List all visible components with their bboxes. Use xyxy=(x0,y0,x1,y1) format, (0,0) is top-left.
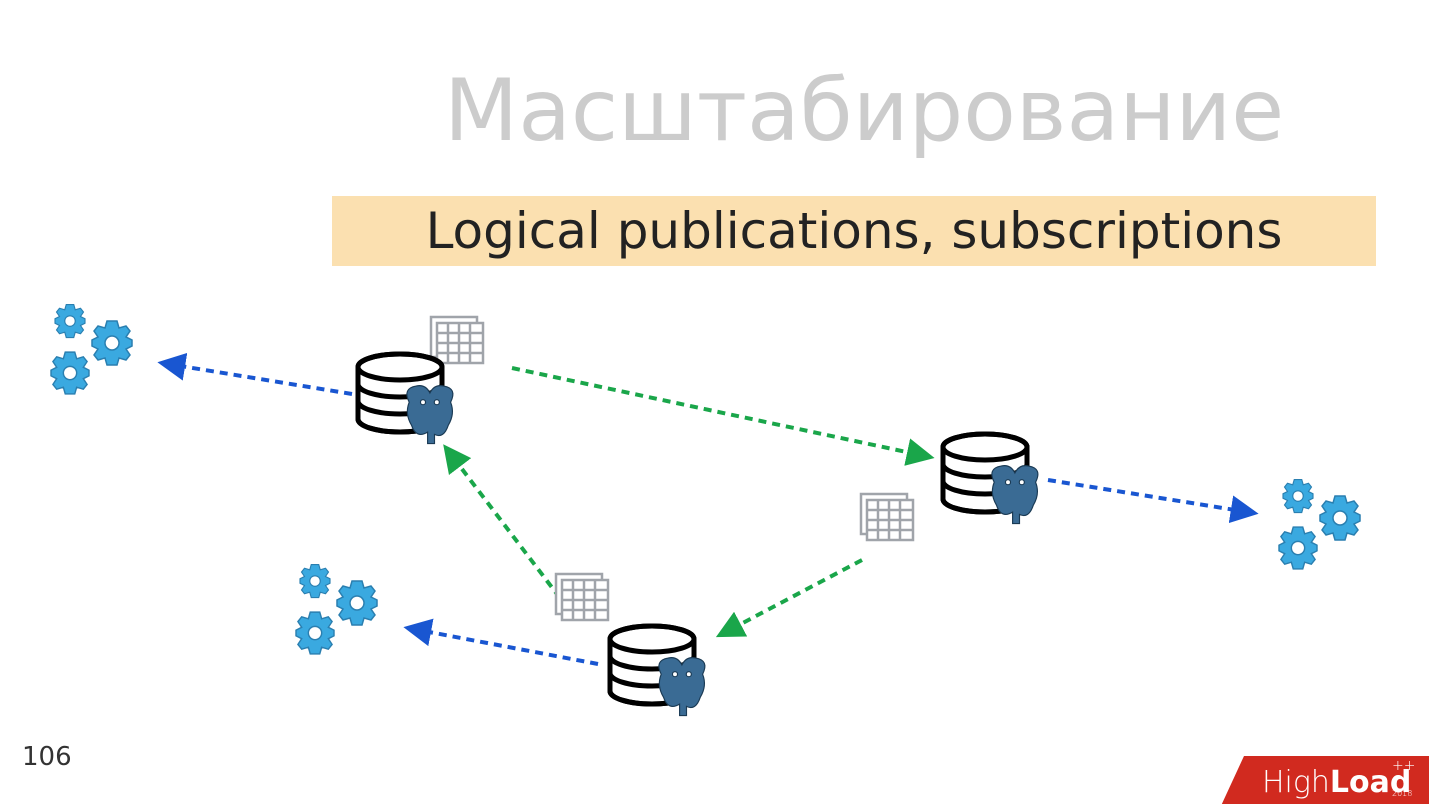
tbl-top xyxy=(431,317,483,363)
nodes-layer xyxy=(51,305,1360,716)
postgres-elephant-icon xyxy=(659,658,705,716)
gear-icon xyxy=(92,321,132,365)
edge-tbl-top-db-right xyxy=(512,368,930,457)
db-right xyxy=(943,434,1038,524)
page-number: 106 xyxy=(22,742,72,772)
gear-icon xyxy=(51,352,89,394)
highload-logo: HighLoad ++ 2018 xyxy=(1220,752,1429,804)
tbl-right xyxy=(861,494,913,540)
gears-bl xyxy=(296,565,377,654)
edge-tbl-bottom-db-top xyxy=(446,448,560,598)
logo-suffix: ++ xyxy=(1392,758,1415,774)
gear-icon xyxy=(296,612,334,654)
logo-year: 2018 xyxy=(1392,789,1412,798)
logo-text: HighLoad xyxy=(1262,765,1411,800)
diagram-canvas xyxy=(0,0,1429,804)
gear-icon xyxy=(1283,480,1313,513)
gear-icon xyxy=(337,581,377,625)
edge-tbl-right-db-bottom xyxy=(720,560,862,635)
edge-db-right-gears-r xyxy=(1048,480,1254,513)
gear-icon xyxy=(55,305,85,338)
postgres-elephant-icon xyxy=(407,386,453,444)
db-top xyxy=(358,354,453,444)
gears-r xyxy=(1279,480,1360,569)
edge-db-bottom-gears-bl xyxy=(408,628,598,664)
gear-icon xyxy=(1279,527,1317,569)
gears-tl xyxy=(51,305,132,394)
db-bottom xyxy=(610,626,705,716)
gear-icon xyxy=(300,565,330,598)
logo-prefix: High xyxy=(1262,765,1330,800)
edge-db-top-gears-tl xyxy=(162,363,352,394)
gear-icon xyxy=(1320,496,1360,540)
slide: Масштабирование Logical publications, su… xyxy=(0,0,1429,804)
postgres-elephant-icon xyxy=(992,466,1038,524)
tbl-bottom xyxy=(556,574,608,620)
